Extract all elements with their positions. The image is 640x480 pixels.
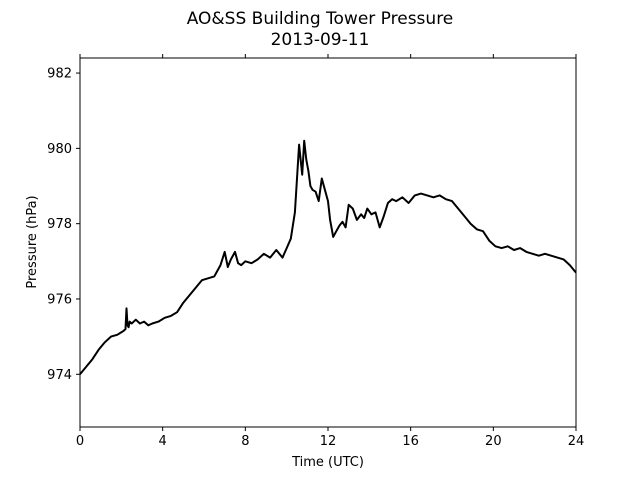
chart-title: AO&SS Building Tower Pressure <box>187 9 454 29</box>
x-tick-label: 0 <box>76 434 84 449</box>
tick-layer: 0 4 8 12 16 20 24 974 976 978 980 982 <box>47 54 584 449</box>
plot-layer <box>79 139 577 375</box>
chart-subtitle: 2013-09-11 <box>271 30 370 50</box>
y-tick-label: 976 <box>47 292 72 307</box>
x-axis-label: Time (UTC) <box>291 455 364 470</box>
y-axis-label: Pressure (hPa) <box>25 195 40 288</box>
y-tick-label: 982 <box>47 67 72 82</box>
x-tick-label: 24 <box>568 434 585 449</box>
y-tick-label: 978 <box>47 217 72 232</box>
x-tick-label: 16 <box>402 434 419 449</box>
plot-frame <box>79 57 577 428</box>
y-tick-label: 980 <box>47 142 72 157</box>
x-tick-label: 4 <box>159 434 167 449</box>
x-tick-label: 12 <box>320 434 337 449</box>
x-tick-label: 20 <box>485 434 502 449</box>
pressure-line <box>79 139 577 375</box>
x-tick-label: 8 <box>241 434 249 449</box>
y-tick-label: 974 <box>47 368 72 383</box>
